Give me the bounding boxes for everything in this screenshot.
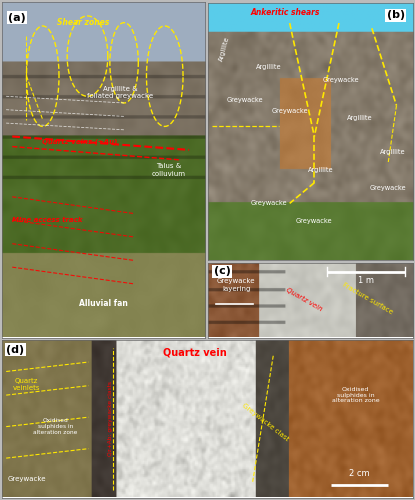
Text: Oxidised
sulphides in
alteration zone: Oxidised sulphides in alteration zone bbox=[332, 387, 379, 404]
Text: Argillite: Argillite bbox=[308, 167, 333, 173]
Text: Greywacke: Greywacke bbox=[251, 200, 288, 206]
Text: Greywacke: Greywacke bbox=[296, 218, 333, 224]
Text: Shear zones: Shear zones bbox=[57, 18, 110, 27]
Text: Argillite: Argillite bbox=[380, 149, 405, 155]
Text: Greywacke: Greywacke bbox=[226, 98, 263, 103]
Text: Greywacke clast: Greywacke clast bbox=[241, 402, 289, 442]
Text: Argillite: Argillite bbox=[347, 116, 372, 121]
Text: Qz+Ab; greywacke clasts: Qz+Ab; greywacke clasts bbox=[108, 381, 113, 456]
Text: Greywacke: Greywacke bbox=[323, 76, 359, 82]
Text: Alluvial fan: Alluvial fan bbox=[79, 300, 128, 308]
Text: 2 cm: 2 cm bbox=[349, 470, 370, 478]
Text: Quartz vein: Quartz vein bbox=[285, 287, 323, 313]
Text: Quartz
veinlets: Quartz veinlets bbox=[13, 378, 41, 390]
Text: Greywacke: Greywacke bbox=[271, 108, 308, 114]
Text: Argillite: Argillite bbox=[218, 36, 230, 62]
Text: Quartz vein: Quartz vein bbox=[163, 348, 227, 358]
Text: Fracture surface: Fracture surface bbox=[342, 282, 394, 316]
Text: Greywacke
layering: Greywacke layering bbox=[217, 278, 256, 291]
Text: Argillite &
foliated greywacke: Argillite & foliated greywacke bbox=[87, 86, 153, 100]
Text: Quartz veins (+Au): Quartz veins (+Au) bbox=[42, 138, 117, 145]
Text: (b): (b) bbox=[387, 10, 405, 20]
Text: Greywacke: Greywacke bbox=[370, 185, 407, 191]
Text: Mine access track: Mine access track bbox=[12, 217, 82, 223]
Text: (d): (d) bbox=[6, 344, 24, 354]
Text: (a): (a) bbox=[8, 12, 26, 22]
Text: Talus &
colluvium: Talus & colluvium bbox=[152, 164, 186, 176]
Text: Ankeritic shears: Ankeritic shears bbox=[251, 8, 320, 18]
Text: Argillite: Argillite bbox=[256, 64, 282, 70]
Text: Oxidised
sulphides in
alteration zone: Oxidised sulphides in alteration zone bbox=[33, 418, 78, 435]
Text: 1 m: 1 m bbox=[358, 276, 374, 285]
Text: Greywacke: Greywacke bbox=[7, 476, 46, 482]
Text: (c): (c) bbox=[214, 266, 231, 276]
